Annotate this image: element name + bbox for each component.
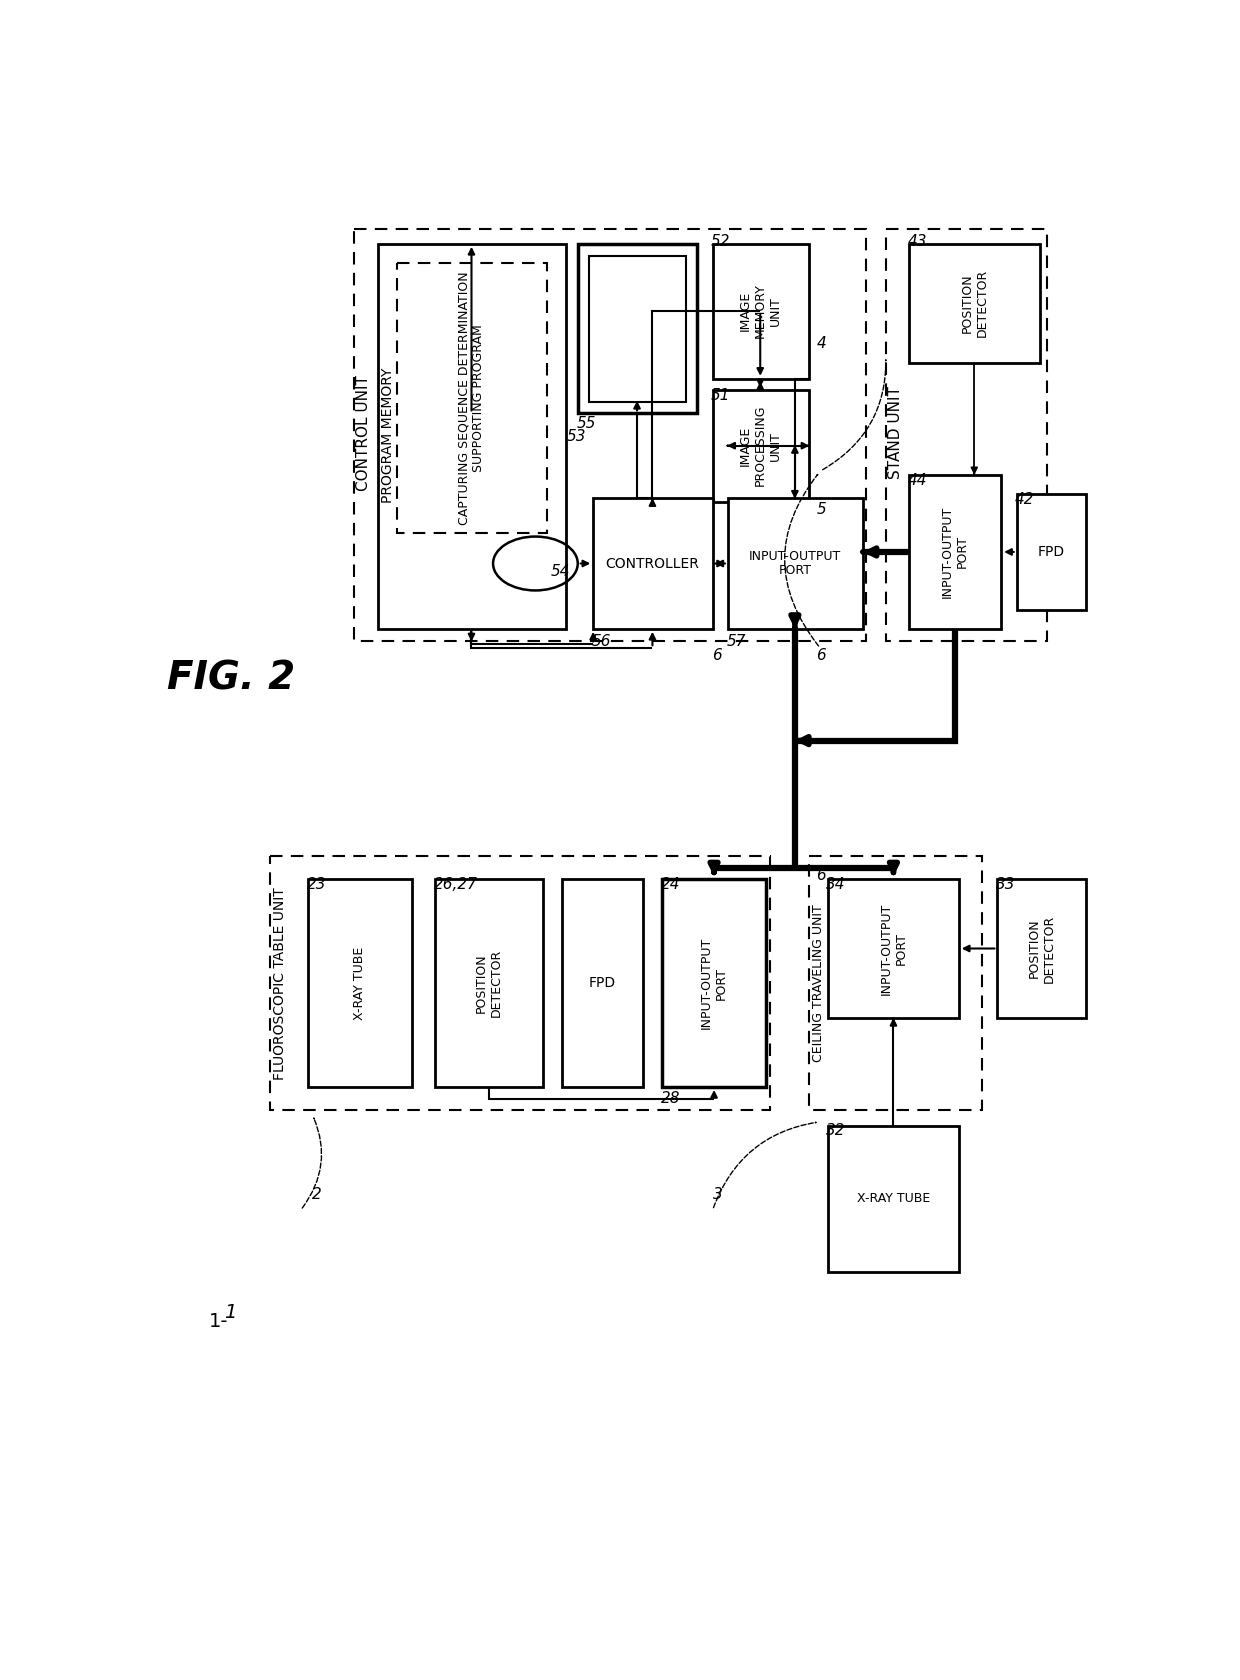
Bar: [885, 228, 1048, 640]
Text: 56: 56: [591, 635, 611, 650]
Text: CAPTURING SEQUENCE DETERMINATION
SUPPORTING PROGRAM: CAPTURING SEQUENCE DETERMINATION SUPPORT…: [458, 270, 486, 524]
Text: 1-: 1-: [208, 1312, 228, 1332]
Text: 51: 51: [711, 388, 730, 403]
Text: 6: 6: [816, 867, 826, 882]
Bar: [563, 879, 644, 1087]
Text: 6: 6: [713, 648, 722, 664]
Bar: [662, 879, 766, 1087]
Text: 34: 34: [826, 877, 846, 892]
Text: FPD: FPD: [1038, 544, 1065, 559]
Bar: [808, 857, 982, 1110]
Text: CEILING TRAVELING UNIT: CEILING TRAVELING UNIT: [812, 904, 826, 1062]
FancyArrowPatch shape: [303, 1117, 321, 1208]
Text: POSITION
DETECTOR: POSITION DETECTOR: [960, 269, 988, 338]
Text: 32: 32: [826, 1124, 846, 1139]
Text: FLUOROSCOPIC TABLE UNIT: FLUOROSCOPIC TABLE UNIT: [273, 887, 286, 1080]
Bar: [309, 879, 412, 1087]
Text: FIG. 2: FIG. 2: [167, 660, 295, 697]
Bar: [435, 879, 543, 1087]
Bar: [377, 244, 567, 628]
Text: 4: 4: [816, 336, 826, 351]
Bar: [713, 390, 808, 502]
Text: CONTROL UNIT: CONTROL UNIT: [356, 375, 371, 491]
Text: INPUT-OUTPUT
PORT: INPUT-OUTPUT PORT: [701, 937, 728, 1030]
Text: CONTROLLER: CONTROLLER: [605, 556, 699, 571]
Bar: [713, 244, 808, 378]
Bar: [997, 879, 1086, 1018]
Text: FPD: FPD: [589, 976, 616, 990]
Text: 1: 1: [223, 1302, 236, 1322]
Text: 5: 5: [816, 502, 826, 517]
Text: 6: 6: [816, 648, 826, 664]
Text: 52: 52: [711, 234, 730, 249]
Text: 43: 43: [908, 234, 926, 249]
Bar: [1017, 494, 1086, 610]
Text: IMAGE
PROCESSING
UNIT: IMAGE PROCESSING UNIT: [739, 405, 781, 487]
Bar: [728, 497, 863, 628]
Text: 57: 57: [727, 635, 745, 650]
FancyArrowPatch shape: [785, 474, 818, 647]
Bar: [828, 879, 959, 1018]
Bar: [909, 475, 1001, 628]
Text: 54: 54: [551, 563, 570, 578]
Text: 2: 2: [312, 1188, 322, 1203]
Text: 55: 55: [577, 415, 596, 430]
Text: 28: 28: [661, 1090, 681, 1105]
Text: 23: 23: [306, 877, 326, 892]
Bar: [355, 228, 867, 640]
FancyArrowPatch shape: [822, 360, 887, 470]
Text: 42: 42: [1016, 492, 1034, 507]
Text: 33: 33: [996, 877, 1016, 892]
Text: INPUT-OUTPUT
PORT: INPUT-OUTPUT PORT: [879, 902, 908, 995]
Text: POSITION
DETECTOR: POSITION DETECTOR: [1027, 914, 1055, 983]
Bar: [593, 497, 713, 628]
Bar: [589, 255, 686, 402]
Text: X-RAY TUBE: X-RAY TUBE: [353, 946, 366, 1020]
Text: STAND UNIT: STAND UNIT: [888, 386, 903, 479]
Text: 3: 3: [713, 1188, 722, 1203]
Bar: [270, 857, 770, 1110]
Bar: [578, 244, 697, 413]
Bar: [909, 244, 1040, 363]
Text: IMAGE
MEMORY
UNIT: IMAGE MEMORY UNIT: [739, 284, 781, 338]
Bar: [828, 1126, 959, 1272]
Text: X-RAY TUBE: X-RAY TUBE: [857, 1193, 930, 1205]
Text: INPUT-OUTPUT
PORT: INPUT-OUTPUT PORT: [749, 549, 841, 578]
Text: INPUT-OUTPUT
PORT: INPUT-OUTPUT PORT: [941, 506, 968, 598]
Text: POSITION
DETECTOR: POSITION DETECTOR: [475, 949, 503, 1018]
Text: 44: 44: [908, 472, 926, 487]
Text: 53: 53: [567, 428, 585, 444]
Text: 24: 24: [661, 877, 681, 892]
FancyArrowPatch shape: [713, 1122, 816, 1208]
Bar: [397, 264, 547, 533]
Text: 26,27: 26,27: [434, 877, 477, 892]
Text: PROGRAM MEMORY: PROGRAM MEMORY: [381, 368, 394, 502]
